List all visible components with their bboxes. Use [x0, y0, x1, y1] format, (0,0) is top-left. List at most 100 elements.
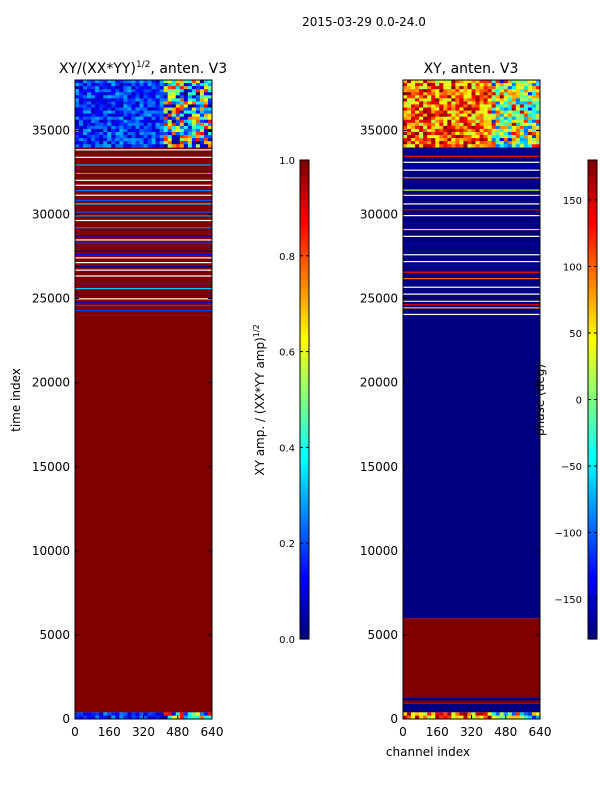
heatmap-stripe	[403, 264, 540, 266]
heatmap-cell	[467, 138, 472, 142]
heatmap-cell	[507, 104, 513, 108]
heatmap-cell	[183, 712, 189, 716]
heatmap-cell	[103, 113, 108, 117]
heatmap-cell	[95, 92, 100, 96]
left-title-exp: 1/2	[136, 60, 150, 70]
heatmap-cell	[459, 101, 464, 105]
heatmap-cell	[115, 86, 120, 90]
heatmap-cell	[151, 128, 156, 133]
heatmap-cell	[83, 86, 88, 90]
heatmap-cell	[411, 83, 416, 87]
heatmap-cell	[495, 101, 501, 105]
heatmap-cell	[471, 110, 476, 114]
heatmap-cell	[127, 110, 132, 114]
heatmap-cell	[75, 135, 80, 139]
heatmap-cell	[495, 80, 501, 84]
heatmap-cell	[471, 104, 476, 108]
heatmap-cell	[79, 131, 84, 136]
heatmap-cell	[75, 119, 80, 124]
heatmap-cell	[199, 141, 205, 145]
heatmap-cell	[91, 138, 96, 142]
heatmap-stripe	[403, 209, 540, 211]
heatmap-cell	[123, 83, 128, 87]
colorbar-segment	[588, 195, 597, 201]
heatmap-cell	[499, 89, 505, 93]
heatmap-cell	[83, 80, 88, 84]
heatmap-cell	[139, 113, 144, 117]
heatmap-cell	[523, 116, 529, 121]
heatmap-cell	[107, 125, 112, 130]
heatmap-cell	[519, 119, 525, 124]
colorbar-segment	[588, 627, 597, 632]
colorbar-segment	[588, 331, 597, 337]
heatmap-cell	[419, 138, 424, 142]
colorbar-segment	[300, 235, 309, 241]
heatmap-cell	[123, 113, 128, 117]
heatmap-cell	[447, 92, 452, 96]
left-title-main: XY/(XX*YY)	[59, 61, 136, 77]
heatmap-cell	[83, 116, 88, 121]
heatmap-cell	[403, 141, 408, 145]
heatmap-cell	[467, 80, 472, 84]
heatmap-cell	[151, 144, 156, 148]
colorbar-segment	[588, 203, 597, 209]
colorbar-segment	[588, 371, 597, 377]
colorbar-segment	[588, 211, 597, 217]
heatmap-cell	[79, 86, 84, 90]
heatmap-cell	[507, 119, 513, 124]
heatmap-cell	[111, 715, 116, 720]
heatmap-cell	[183, 125, 189, 130]
heatmap-cell	[179, 86, 185, 90]
y-tick-label: 5000	[39, 628, 70, 642]
heatmap-cell	[451, 101, 456, 105]
heatmap-cell	[403, 110, 408, 114]
heatmap-cell	[435, 135, 440, 139]
heatmap-cell	[99, 110, 104, 114]
heatmap-cell	[83, 135, 88, 139]
heatmap-cell	[507, 141, 513, 145]
colorbar-segment	[300, 491, 309, 496]
heatmap-cell	[511, 95, 517, 99]
heatmap-cell	[167, 715, 173, 720]
heatmap-cell	[451, 83, 456, 87]
colorbar-tick-label: 0.6	[279, 348, 295, 359]
colorbar-segment	[588, 235, 597, 241]
heatmap-cell	[139, 104, 144, 108]
heatmap-cell	[407, 135, 412, 139]
heatmap-cell	[123, 125, 128, 130]
heatmap-cell	[439, 138, 444, 142]
heatmap-cell	[155, 116, 160, 121]
colorbar-segment	[588, 635, 597, 640]
heatmap-cell	[439, 113, 444, 117]
colorbar-segment	[588, 179, 597, 185]
heatmap-cell	[187, 128, 193, 133]
heatmap-cell	[99, 122, 104, 127]
colorbar-segment	[300, 539, 309, 544]
colorbar-segment	[300, 439, 309, 445]
heatmap-cell	[135, 89, 140, 93]
heatmap-cell	[467, 144, 472, 148]
heatmap-cell	[495, 89, 501, 93]
colorbar-segment	[588, 599, 597, 604]
heatmap-cell	[75, 712, 80, 716]
heatmap-cell	[183, 80, 189, 84]
heatmap-cell	[171, 119, 177, 124]
heatmap-cell	[83, 92, 88, 96]
heatmap-cell	[151, 83, 156, 87]
heatmap-cell	[203, 138, 209, 142]
colorbar-segment	[300, 391, 309, 397]
heatmap-cell	[87, 95, 92, 99]
heatmap-cell	[523, 712, 529, 716]
heatmap-cell	[191, 125, 197, 130]
colorbar-segment	[300, 515, 309, 520]
heatmap-cell	[439, 131, 444, 136]
heatmap-cell	[487, 104, 492, 108]
heatmap-cell	[407, 715, 412, 720]
colorbar-segment	[588, 519, 597, 524]
heatmap-cell	[95, 107, 100, 111]
heatmap-cell	[403, 712, 408, 716]
heatmap-cell	[531, 101, 537, 105]
heatmap-cell	[175, 98, 181, 102]
heatmap-cell	[99, 89, 104, 93]
heatmap-cell	[151, 141, 156, 145]
